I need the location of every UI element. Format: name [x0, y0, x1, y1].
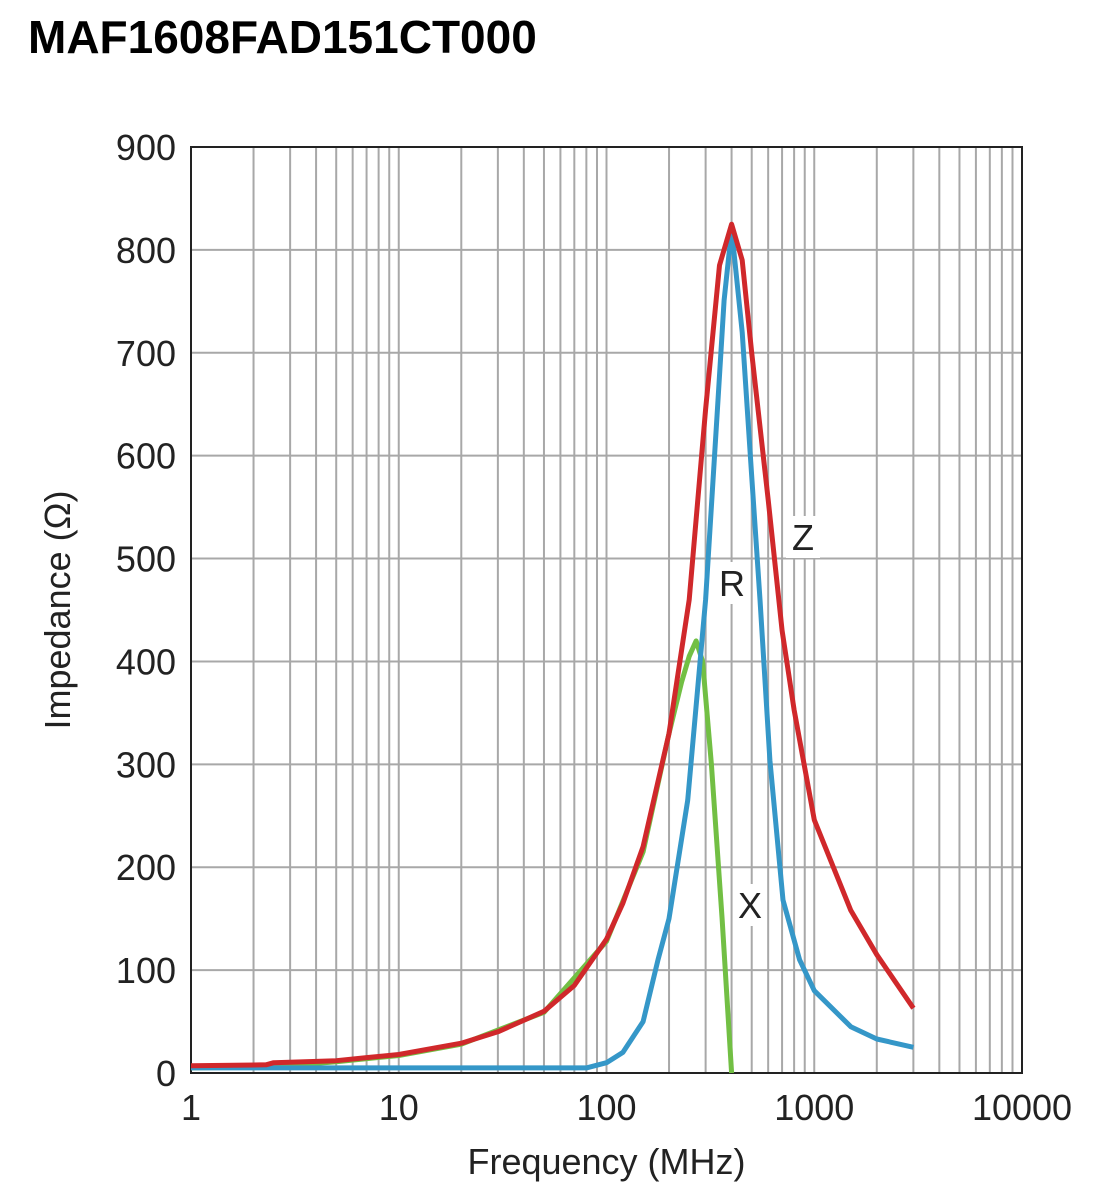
series-line-r [191, 226, 914, 1071]
series-label-bg [786, 516, 820, 558]
x-tick-label: 1000 [774, 1087, 854, 1128]
x-tick-label: 100 [576, 1087, 636, 1128]
y-tick-label: 700 [116, 333, 176, 374]
series-label-bg [733, 884, 767, 926]
y-tick-label: 800 [116, 230, 176, 271]
y-tick-label: 100 [116, 950, 176, 991]
series-label-z: Z [792, 517, 814, 558]
y-tick-label: 400 [116, 641, 176, 682]
x-tick-label: 10 [379, 1087, 419, 1128]
y-tick-label: 300 [116, 744, 176, 785]
x-axis-label: Frequency (MHz) [467, 1141, 745, 1182]
y-tick-label: 500 [116, 539, 176, 580]
y-tick-label: 200 [116, 847, 176, 888]
y-tick-label: 0 [156, 1053, 176, 1094]
series-label-r: R [719, 563, 745, 604]
chart-title: MAF1608FAD151CT000 [28, 11, 537, 63]
y-tick-label: 600 [116, 436, 176, 477]
series-label-bg [715, 562, 749, 604]
series-label-x: X [738, 885, 762, 926]
x-tick-label: 1 [181, 1087, 201, 1128]
series-line-z [190, 221, 916, 1069]
x-tick-label: 10000 [972, 1087, 1072, 1128]
y-axis-label: Impedance (Ω) [37, 490, 78, 729]
y-tick-label: 900 [116, 127, 176, 168]
plot-frame [190, 146, 1023, 1074]
